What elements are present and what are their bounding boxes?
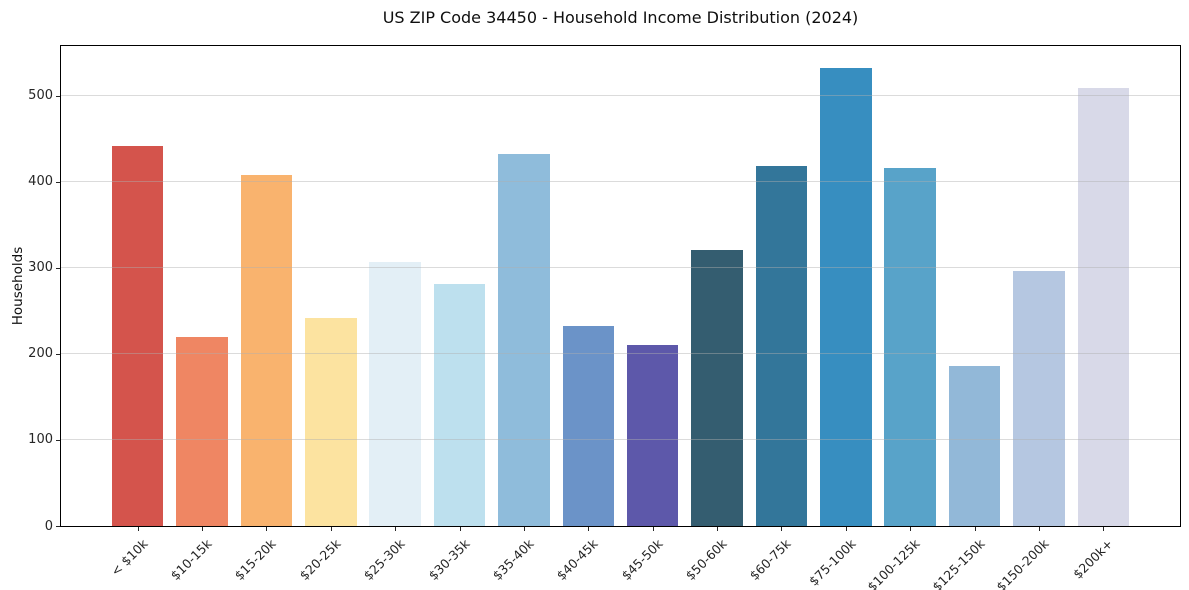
x-tick <box>845 527 847 531</box>
y-tick <box>56 439 60 441</box>
bar-60-75k <box>755 165 808 526</box>
bar-50-60k <box>691 249 743 526</box>
x-tick-label-10k: < $10k <box>107 536 151 579</box>
y-tick <box>56 181 60 183</box>
x-tick <box>588 527 590 531</box>
y-axis-label: Households <box>10 246 26 326</box>
x-tick <box>202 527 203 531</box>
bar-25-30k <box>369 261 421 526</box>
x-tick <box>910 527 912 531</box>
bar-35-40k <box>498 154 550 526</box>
plot-area <box>60 45 1181 527</box>
y-tick-label-100: 100 <box>28 432 53 448</box>
y-tick <box>56 353 60 355</box>
y-tick <box>56 95 60 97</box>
y-tick <box>56 526 60 527</box>
y-tick-label-0: 0 <box>44 518 53 534</box>
x-tick <box>1103 527 1105 531</box>
x-tick <box>459 527 461 531</box>
x-tick <box>330 527 332 531</box>
x-tick <box>266 527 268 531</box>
bar-125-150k <box>948 366 1001 526</box>
bar-15-20k <box>240 175 293 526</box>
bar-45-50k <box>626 344 679 526</box>
bar-100-125k <box>884 168 936 526</box>
y-tick-label-200: 200 <box>28 346 53 362</box>
gridline-300 <box>61 266 1180 268</box>
gridline-500 <box>61 94 1180 96</box>
gridline-200 <box>61 352 1180 354</box>
x-tick <box>395 527 397 531</box>
bar-30-35k <box>433 284 486 526</box>
y-tick-label-500: 500 <box>28 88 53 104</box>
x-tick <box>137 527 139 531</box>
x-tick <box>781 527 783 531</box>
x-tick <box>1038 527 1040 531</box>
bar-150-200k <box>1013 270 1065 526</box>
gridline-400 <box>61 180 1180 182</box>
bar-75-100k <box>820 68 872 526</box>
bar-20-25k <box>305 317 357 526</box>
bar-10k <box>111 145 164 526</box>
y-tick <box>56 267 60 269</box>
gridline-100 <box>61 438 1180 440</box>
x-tick <box>717 527 719 531</box>
x-tick <box>652 527 654 531</box>
x-tick <box>523 527 525 531</box>
y-tick-label-400: 400 <box>28 174 53 190</box>
bar-40-45k <box>562 326 615 526</box>
chart-title: US ZIP Code 34450 - Household Income Dis… <box>382 8 859 27</box>
bar-200k <box>1077 88 1130 526</box>
x-tick <box>974 527 976 531</box>
bar-10-15k <box>176 336 228 526</box>
y-tick-label-300: 300 <box>28 260 53 276</box>
